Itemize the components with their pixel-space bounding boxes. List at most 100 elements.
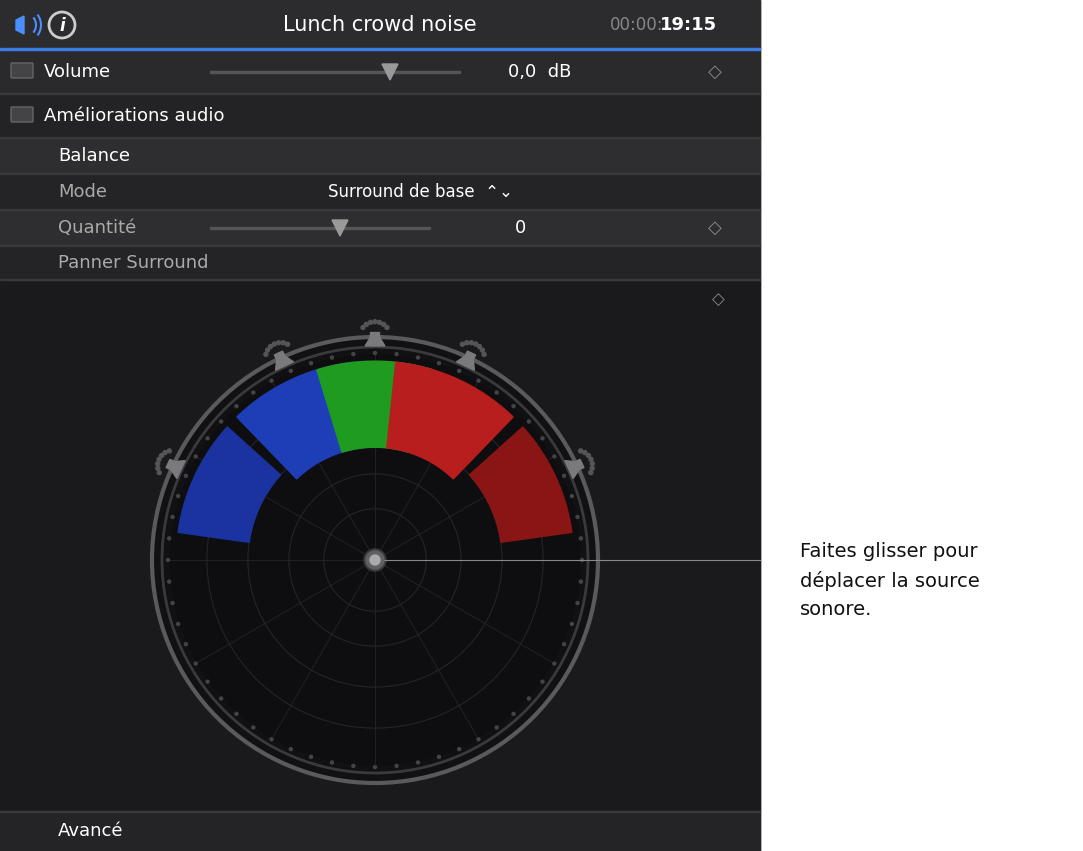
Circle shape — [562, 474, 565, 477]
Bar — [0, 0, 760, 50]
Bar — [210, 227, 430, 229]
Circle shape — [381, 323, 386, 327]
Circle shape — [364, 549, 386, 571]
Circle shape — [571, 622, 573, 625]
Circle shape — [589, 471, 592, 475]
Circle shape — [374, 766, 377, 768]
Circle shape — [167, 558, 170, 562]
Circle shape — [168, 537, 171, 540]
Text: Mode: Mode — [58, 183, 107, 201]
Circle shape — [156, 462, 159, 465]
Bar — [210, 71, 460, 73]
Circle shape — [269, 345, 273, 349]
FancyBboxPatch shape — [11, 107, 32, 122]
Circle shape — [384, 325, 389, 329]
Circle shape — [512, 405, 516, 408]
Circle shape — [220, 420, 223, 423]
Polygon shape — [466, 351, 475, 360]
Text: i: i — [60, 17, 65, 35]
Polygon shape — [16, 16, 24, 34]
Circle shape — [527, 697, 531, 700]
Circle shape — [473, 342, 478, 346]
Circle shape — [373, 320, 377, 323]
Polygon shape — [370, 332, 379, 337]
Circle shape — [465, 340, 469, 345]
Polygon shape — [178, 427, 280, 542]
Circle shape — [286, 342, 289, 346]
Circle shape — [282, 340, 285, 345]
Circle shape — [194, 455, 197, 458]
Circle shape — [289, 369, 292, 373]
Bar — [0, 138, 760, 174]
Bar — [0, 245, 760, 246]
Circle shape — [395, 764, 399, 768]
Circle shape — [368, 320, 373, 324]
Text: ◇: ◇ — [708, 219, 722, 237]
Polygon shape — [365, 337, 384, 346]
Polygon shape — [564, 460, 579, 478]
Circle shape — [330, 761, 334, 764]
Circle shape — [590, 466, 595, 471]
Polygon shape — [575, 460, 584, 470]
Bar — [0, 280, 760, 811]
Polygon shape — [387, 363, 513, 479]
Circle shape — [477, 380, 480, 382]
Bar — [0, 246, 760, 280]
Bar — [0, 173, 760, 174]
Polygon shape — [166, 460, 174, 470]
Circle shape — [370, 555, 380, 565]
Circle shape — [276, 340, 280, 345]
Circle shape — [168, 580, 171, 583]
Circle shape — [157, 457, 161, 461]
Bar — [0, 0, 760, 851]
Circle shape — [478, 345, 482, 349]
Text: Faites glisser pour
déplacer la source
sonore.: Faites glisser pour déplacer la source s… — [800, 542, 980, 619]
Polygon shape — [382, 64, 397, 80]
Text: Améliorations audio: Améliorations audio — [44, 107, 224, 125]
Circle shape — [220, 697, 223, 700]
Circle shape — [552, 455, 556, 458]
Circle shape — [352, 764, 355, 768]
Text: Avancé: Avancé — [58, 822, 123, 840]
Text: 00:00:: 00:00: — [610, 16, 664, 34]
Circle shape — [157, 471, 161, 475]
Circle shape — [583, 450, 587, 454]
Circle shape — [571, 494, 573, 498]
Circle shape — [170, 355, 580, 765]
Circle shape — [194, 662, 197, 665]
Circle shape — [589, 457, 593, 461]
Bar — [0, 48, 760, 50]
Circle shape — [576, 516, 579, 518]
Circle shape — [552, 662, 556, 665]
Circle shape — [579, 537, 583, 540]
Circle shape — [542, 680, 544, 683]
Circle shape — [578, 448, 583, 453]
Circle shape — [177, 494, 180, 498]
Circle shape — [481, 348, 484, 352]
Polygon shape — [469, 427, 572, 542]
Circle shape — [482, 352, 486, 357]
Bar — [0, 209, 760, 210]
Text: Surround de base  ⌃⌄: Surround de base ⌃⌄ — [327, 183, 512, 201]
Circle shape — [152, 337, 598, 783]
Circle shape — [366, 551, 384, 569]
Circle shape — [272, 342, 276, 346]
Polygon shape — [456, 356, 474, 370]
Circle shape — [270, 380, 273, 382]
Circle shape — [184, 474, 187, 477]
Bar — [0, 50, 760, 94]
Bar — [0, 811, 760, 812]
Circle shape — [590, 462, 595, 465]
Circle shape — [469, 340, 473, 345]
Circle shape — [364, 323, 368, 327]
Polygon shape — [332, 220, 348, 236]
Text: 19:15: 19:15 — [660, 16, 717, 34]
Text: ◇: ◇ — [708, 63, 722, 81]
Circle shape — [265, 348, 270, 352]
Polygon shape — [317, 361, 433, 452]
Circle shape — [352, 352, 355, 356]
Circle shape — [168, 448, 171, 453]
Bar — [0, 210, 760, 246]
Bar — [0, 93, 760, 94]
Circle shape — [171, 602, 174, 604]
